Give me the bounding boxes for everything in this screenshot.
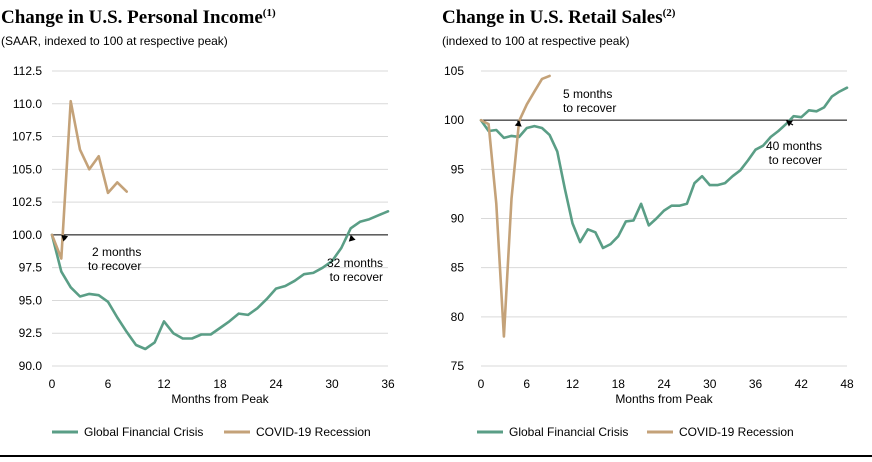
left-legend-label-global-financial-crisis: Global Financial Crisis (84, 425, 203, 439)
left-annotation-line: to recover (88, 259, 141, 273)
left-x-tick-label: 6 (105, 377, 112, 391)
right-x-tick-label: 18 (612, 377, 626, 391)
right-y-tick-label: 80 (451, 310, 465, 324)
right-x-tick-label: 0 (478, 377, 485, 391)
left-y-tick-label: 95.0 (19, 293, 43, 307)
left-x-tick-label: 18 (213, 377, 227, 391)
left-annotation-line: 2 months (92, 245, 141, 259)
left-y-tick-label: 105.0 (12, 162, 42, 176)
left-annotation-arrowhead (61, 234, 69, 242)
left-y-tick-label: 100.0 (12, 228, 42, 242)
left-x-tick-label: 12 (157, 377, 171, 391)
left-chart-title-text: Change in U.S. Personal Income (1, 7, 263, 28)
right-chart-subtitle: (indexed to 100 at respective peak) (442, 34, 630, 48)
left-y-tick-label: 90.0 (19, 359, 43, 373)
left-y-tick-label: 110.0 (13, 97, 42, 111)
personal-income-chart: 90.0 92.5 95.0 97.5 100.0 102.5 105.0 107.5 110.… (12, 64, 395, 439)
left-legend-label-covid-19-recession: COVID-19 Recession (256, 425, 371, 439)
left-x-tick-label: 36 (381, 377, 395, 391)
right-annotation-line: to recover (563, 101, 616, 115)
right-x-tick-label: 36 (749, 377, 763, 391)
left-y-tick-label: 107.5 (12, 130, 42, 144)
right-annotation-line: 40 months (766, 139, 822, 153)
right-series-covid-19-recession (479, 74, 551, 338)
right-x-tick-label: 6 (523, 377, 530, 391)
right-x-tick-label: 12 (566, 377, 580, 391)
left-x-tick-label: 24 (269, 377, 283, 391)
right-y-tick-label: 75 (451, 359, 465, 373)
right-chart-title: Change in U.S. Retail Sales(2) (442, 7, 675, 29)
right-annotation-line: 5 months (563, 87, 612, 101)
left-annotation-arrowhead (348, 234, 356, 242)
right-y-tick-label: 105 (444, 64, 464, 78)
left-chart-subtitle: (SAAR, indexed to 100 at respective peak… (1, 34, 228, 48)
right-y-tick-label: 90 (451, 212, 465, 226)
right-chart-title-note: (2) (662, 7, 676, 19)
right-legend-label-global-financial-crisis: Global Financial Crisis (509, 425, 628, 439)
right-x-tick-label: 24 (657, 377, 671, 391)
right-series-global-financial-crisis (479, 86, 849, 250)
left-x-tick-label: 30 (325, 377, 339, 391)
left-series-global-financial-crisis (50, 210, 390, 351)
left-chart-title-note: (1) (262, 7, 276, 19)
left-annotation-1: 2 months to recover (88, 245, 141, 273)
right-legend-label-covid-19-recession: COVID-19 Recession (679, 425, 794, 439)
right-annotation-2: 40 months to recover (766, 139, 822, 167)
right-y-tick-label: 85 (451, 261, 465, 275)
left-chart-title: Change in U.S. Personal Income(1) (1, 7, 276, 29)
right-y-tick-label: 100 (444, 113, 464, 127)
left-x-axis-title: Months from Peak (171, 392, 269, 406)
left-y-tick-label: 97.5 (19, 261, 43, 275)
right-x-tick-label: 42 (795, 377, 809, 391)
right-annotation-1: 5 months to recover (563, 87, 616, 115)
left-series-covid-19-recession (50, 99, 128, 260)
right-chart-title-text: Change in U.S. Retail Sales (442, 7, 663, 28)
right-x-tick-label: 30 (703, 377, 717, 391)
right-annotation-arrowhead (786, 120, 793, 127)
left-y-tick-label: 112.5 (13, 64, 42, 78)
retail-sales-chart: 75 80 85 90 95 100 105 0 6 12 18 24 30 36 42 48 Months f… (444, 64, 854, 439)
right-annotation-arrowhead (514, 120, 522, 127)
left-x-tick-label: 0 (49, 377, 56, 391)
left-annotation-2: 32 months to recover (327, 256, 383, 284)
left-annotation-line: 32 months (327, 256, 383, 270)
bottom-divider (0, 455, 872, 457)
left-y-tick-label: 102.5 (12, 195, 42, 209)
left-y-tick-label: 92.5 (19, 326, 43, 340)
left-annotation-line: to recover (330, 270, 383, 284)
right-y-tick-label: 95 (451, 162, 465, 176)
right-x-axis-title: Months from Peak (615, 392, 713, 406)
right-annotation-line: to recover (769, 153, 822, 167)
right-x-tick-label: 48 (840, 377, 854, 391)
